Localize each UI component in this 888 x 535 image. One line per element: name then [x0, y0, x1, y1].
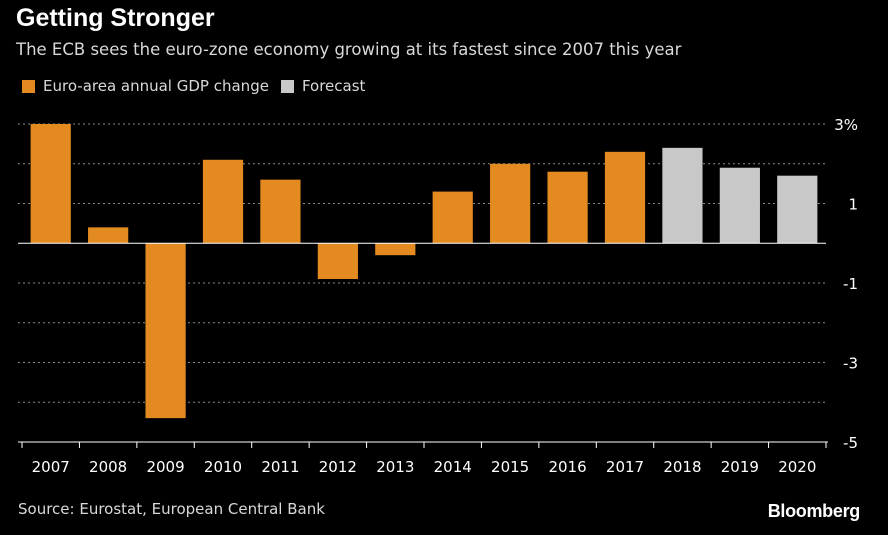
x-tick-label-2009: 2009 — [146, 458, 184, 476]
x-tick-label-2015: 2015 — [491, 458, 529, 476]
bar-2017 — [604, 151, 646, 244]
chart-subtitle: The ECB sees the euro-zone economy growi… — [16, 40, 682, 59]
bar-2018 — [662, 147, 703, 244]
bar-2019 — [719, 167, 760, 244]
legend-label-forecast: Forecast — [301, 77, 366, 95]
bar-2014 — [432, 191, 473, 244]
y-tick-label: -5 — [843, 434, 858, 452]
legend-label-actual: Euro-area annual GDP change — [43, 77, 269, 95]
x-tick-label-2008: 2008 — [89, 458, 127, 476]
x-tick-label-2016: 2016 — [548, 458, 586, 476]
x-tick-label-2013: 2013 — [376, 458, 414, 476]
bar-2008 — [88, 227, 129, 244]
x-tick-label-2018: 2018 — [663, 458, 701, 476]
bar-2011 — [260, 179, 301, 244]
x-tick-label-2014: 2014 — [434, 458, 472, 476]
y-tick-label: -3 — [843, 355, 858, 373]
x-tick-label-2012: 2012 — [319, 458, 357, 476]
x-tick-label-2020: 2020 — [778, 458, 816, 476]
y-tick-label: 3% — [834, 116, 858, 134]
bar-2010 — [202, 159, 244, 244]
bar-2016 — [547, 171, 588, 244]
y-tick-label: 1 — [848, 196, 858, 214]
legend: Euro-area annual GDP change Forecast — [22, 77, 377, 95]
chart-title: Getting Stronger — [16, 4, 215, 32]
x-tick-label-2017: 2017 — [606, 458, 644, 476]
y-tick-label: -1 — [843, 275, 858, 293]
bloomberg-logo: Bloomberg — [767, 501, 861, 521]
bar-2013 — [375, 243, 416, 256]
bar-2012 — [317, 243, 358, 280]
bar-2015 — [490, 163, 531, 244]
legend-swatch-actual — [22, 79, 35, 93]
x-tick-label-2011: 2011 — [261, 458, 299, 476]
x-tick-label-2010: 2010 — [204, 458, 242, 476]
bar-2009 — [145, 243, 186, 419]
bar-2007 — [30, 124, 71, 244]
source-note: Source: Eurostat, European Central Bank — [18, 500, 325, 518]
legend-item-actual: Euro-area annual GDP change — [22, 77, 269, 95]
bar-2020 — [777, 175, 818, 244]
legend-swatch-forecast — [280, 79, 294, 93]
x-tick-label-2007: 2007 — [32, 458, 70, 476]
legend-item-forecast: Forecast — [280, 77, 366, 95]
x-tick-label-2019: 2019 — [721, 458, 759, 476]
